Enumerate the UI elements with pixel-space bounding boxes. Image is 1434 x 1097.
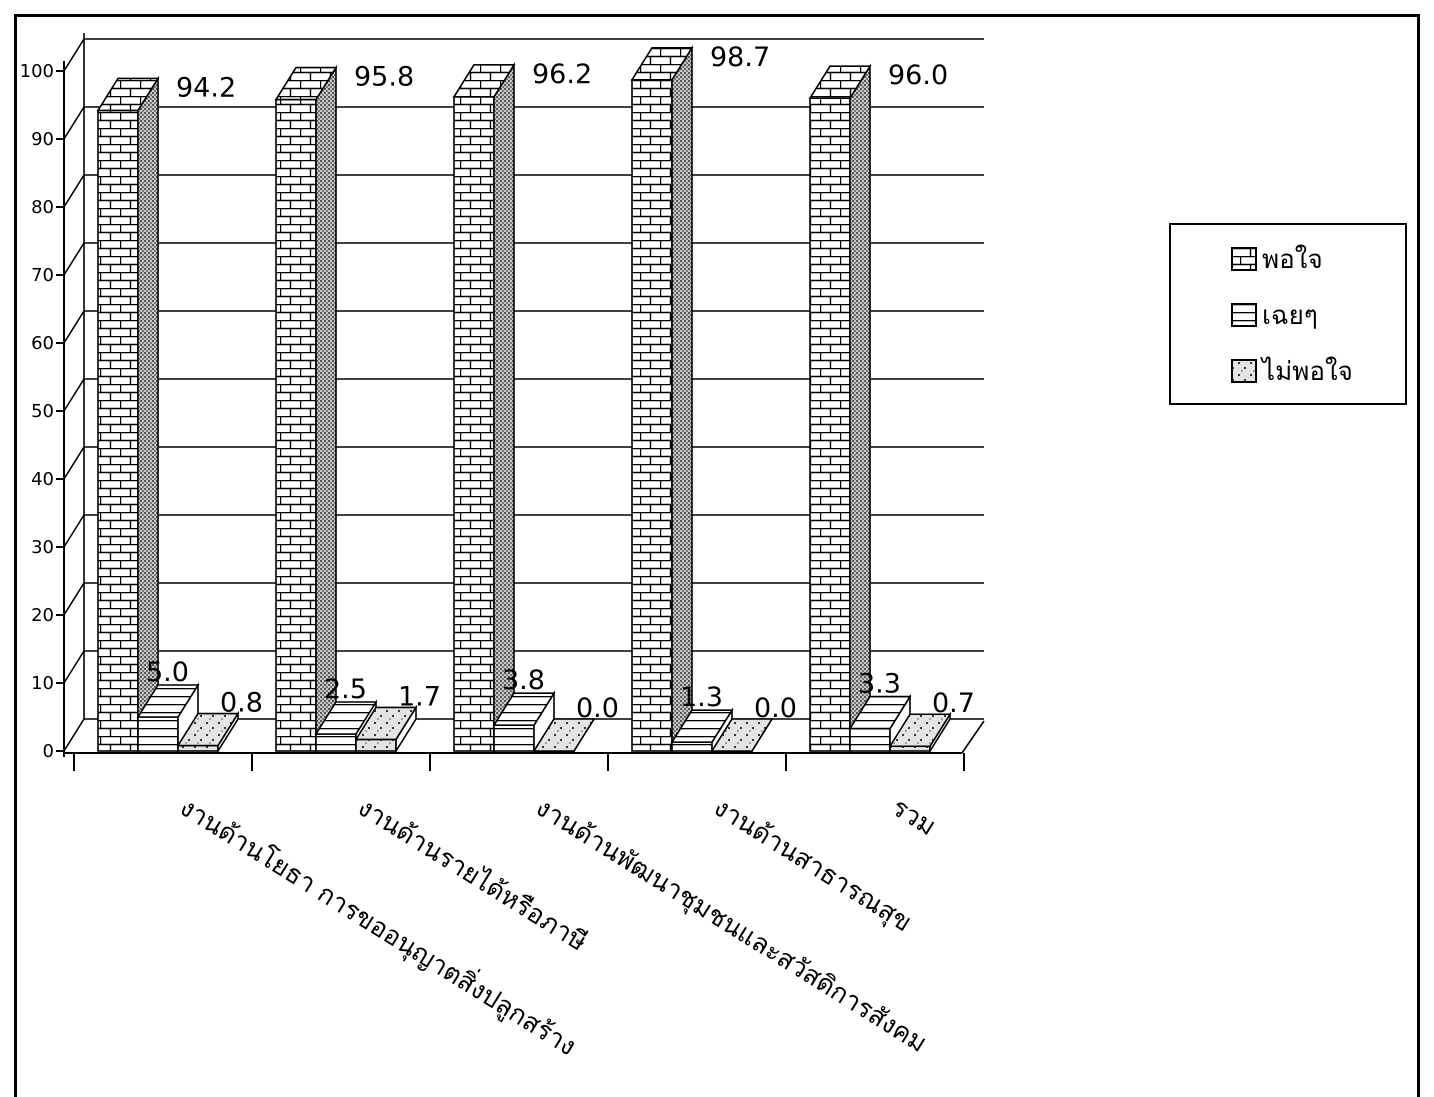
data-label: 3.3: [858, 669, 901, 700]
gridline-depth: [63, 242, 85, 276]
y-tick-label: 0: [43, 741, 54, 762]
y-tick-label: 80: [31, 197, 54, 218]
bar: [354, 704, 418, 754]
data-label: 1.7: [398, 681, 441, 712]
gridline-depth: [63, 310, 85, 344]
bar: [670, 707, 734, 754]
legend-swatch: [1231, 247, 1257, 271]
bar: [492, 690, 556, 754]
legend-label: พอใจ: [1262, 245, 1323, 275]
bar: [710, 718, 774, 753]
gridline-depth: [63, 650, 85, 684]
data-label: 0.0: [576, 693, 619, 724]
gridline-depth: [63, 38, 85, 72]
bar: [136, 682, 200, 754]
y-tick-label: 20: [31, 605, 54, 626]
data-label: 1.3: [680, 682, 723, 713]
data-label: 0.7: [932, 688, 975, 719]
gridline-depth: [63, 378, 85, 412]
y-tick-label: 30: [31, 537, 54, 558]
y-tick-label: 50: [31, 401, 54, 422]
bar: [96, 75, 160, 754]
data-label: 95.8: [354, 62, 414, 93]
chart-frame: [14, 14, 1420, 1097]
floor-edge: [961, 720, 985, 754]
bar: [888, 711, 952, 754]
data-label: 2.5: [324, 674, 367, 705]
data-labels: 94.2 95.8 96.2 98.7 96.0 5.0 2.5 3.8 1.3 3.3 0.8 1.…: [146, 42, 975, 724]
axes: 0 10 20 30 40 50 60 70 80 90 100: [20, 61, 985, 771]
legend-swatch: [1231, 359, 1257, 383]
y-tick-label: 10: [31, 673, 54, 694]
gridline-depth: [63, 718, 85, 752]
data-label: 3.8: [502, 665, 545, 696]
category-label: รวม: [886, 792, 941, 842]
legend-label: ไม่พอใจ: [1260, 356, 1353, 387]
data-label: 0.8: [220, 688, 263, 719]
y-tick-label: 70: [31, 265, 54, 286]
bar: [176, 710, 240, 754]
gridline-depth: [63, 106, 85, 140]
data-label: 98.7: [710, 42, 770, 73]
gridline-depth: [63, 582, 85, 616]
gridline-depth: [63, 174, 85, 208]
data-label: 0.0: [754, 693, 797, 724]
data-label: 96.0: [888, 60, 948, 91]
gridline-depth: [63, 514, 85, 548]
gridline-depth: [63, 446, 85, 480]
category-label: งานด้านพัฒนาชุมชนและสวัสดิการสังคม: [530, 792, 932, 1058]
bar: [532, 718, 596, 753]
bar: [274, 64, 338, 754]
category-labels: งานด้านโยธา การขออนุญาตสิ่งปลูกสร้างงานด…: [174, 789, 941, 1062]
data-label: 96.2: [532, 59, 592, 90]
bar: [808, 63, 872, 754]
data-label: 5.0: [146, 657, 189, 688]
legend-swatch: [1231, 303, 1257, 327]
bars: [96, 45, 952, 754]
data-label: 94.2: [176, 72, 236, 103]
y-tick-label: 100: [20, 61, 54, 82]
legend-box: [1169, 223, 1407, 405]
y-tick-label: 40: [31, 469, 54, 490]
y-tick-label: 60: [31, 333, 54, 354]
legend-label: เฉยๆ: [1262, 301, 1318, 331]
bar: [630, 45, 694, 754]
y-tick-label: 90: [31, 129, 54, 150]
bar: [452, 62, 516, 754]
